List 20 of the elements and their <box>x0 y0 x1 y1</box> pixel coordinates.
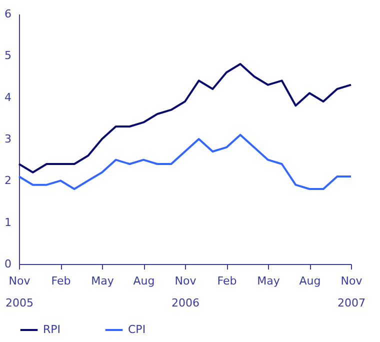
line-series <box>18 134 352 190</box>
y-tick-label: 1 <box>4 216 12 229</box>
x-tick-label: May <box>91 274 114 288</box>
x-tick-label: Aug <box>299 274 321 288</box>
x-tick-label: May <box>257 274 280 288</box>
y-tick-label: 2 <box>4 174 12 188</box>
x-tick-label: Nov 2007 <box>338 274 366 310</box>
x-tick-label: Nov 2006 <box>172 274 200 310</box>
line-series <box>18 63 352 174</box>
y-tick-label: 5 <box>4 49 12 62</box>
legend-label: CPI <box>128 323 146 336</box>
y-tick-label: 4 <box>4 90 12 104</box>
x-tick-label: Nov 2005 <box>6 274 34 310</box>
x-tick-label: Aug <box>133 274 155 288</box>
y-tick-label: 6 <box>4 8 12 20</box>
x-tick-label: Feb <box>51 274 71 288</box>
legend-label: RPI <box>43 323 61 336</box>
y-tick-label: 0 <box>4 258 12 270</box>
x-tick-label: Feb <box>217 274 237 288</box>
y-tick-label: 3 <box>4 132 12 146</box>
